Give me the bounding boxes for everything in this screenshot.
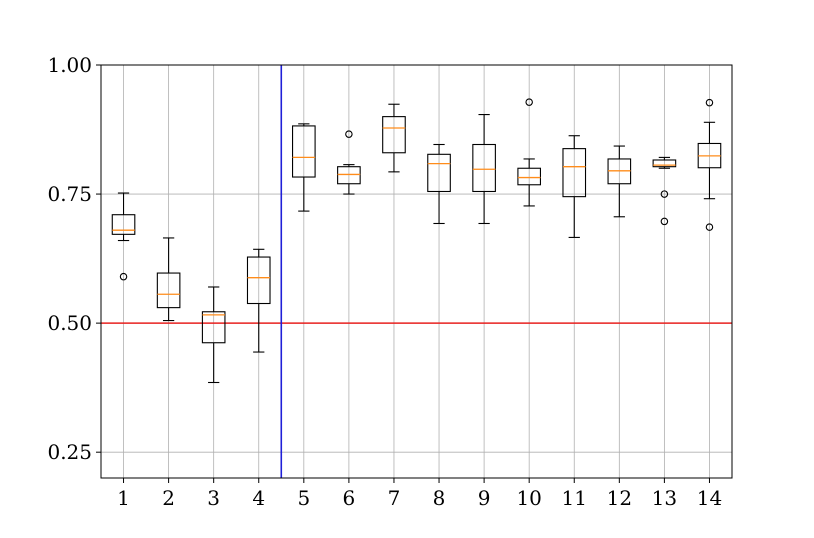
tick-labels-layer: 0.250.500.751.001 2 3 4 5 6 7 8 9 10 11 12 13 14 [47, 53, 722, 510]
y-tick-label: 0.50 [47, 311, 92, 335]
box-iqr [562, 148, 587, 198]
box-8 [427, 143, 451, 225]
x-tick-label: 3 [207, 486, 220, 510]
boxes-layer [111, 98, 722, 384]
y-tick-label: 1.00 [47, 53, 92, 77]
outlier-point [660, 217, 669, 226]
box-iqr [156, 272, 181, 309]
box-13 [652, 156, 677, 226]
box-iqr [292, 125, 316, 178]
box-iqr [427, 153, 451, 193]
x-tick-label: 7 [388, 486, 401, 510]
x-tick-label: 11 [562, 486, 587, 510]
box-iqr [246, 256, 271, 305]
box-iqr [111, 214, 136, 235]
x-tick-label: 14 [697, 486, 722, 510]
box-3 [201, 286, 226, 384]
outlier-point [119, 272, 128, 281]
outlier-point [705, 223, 714, 231]
box-10 [517, 98, 541, 207]
box-iqr [337, 166, 361, 185]
x-tick-label: 4 [252, 486, 265, 510]
box-11 [562, 135, 587, 238]
box-1 [111, 192, 136, 281]
x-tick-label: 6 [343, 486, 356, 510]
x-tick-label: 9 [478, 486, 491, 510]
y-tick-label: 0.75 [47, 182, 92, 206]
x-tick-label: 2 [162, 486, 175, 510]
box-6 [337, 130, 361, 195]
box-iqr [472, 143, 496, 193]
box-iqr [382, 116, 406, 154]
box-7 [382, 103, 406, 173]
x-tick-label: 12 [607, 486, 632, 510]
outlier-point [345, 130, 353, 138]
x-tick-label: 10 [516, 486, 541, 510]
box-iqr [652, 159, 677, 168]
box-12 [607, 145, 632, 218]
x-tick-label: 8 [433, 486, 446, 510]
x-tick-label: 5 [297, 486, 310, 510]
x-tick-label: 13 [652, 486, 677, 510]
outlier-point [525, 98, 533, 106]
box-4 [246, 248, 271, 353]
y-tick-label: 0.25 [47, 440, 92, 464]
box-iqr [201, 311, 226, 344]
box-14 [697, 98, 722, 231]
box-5 [292, 123, 316, 212]
x-tick-label: 1 [117, 486, 130, 510]
grid-layer [101, 64, 732, 478]
reference-lines [101, 65, 732, 478]
box-9 [472, 114, 496, 225]
outlier-point [705, 98, 714, 107]
outlier-point [660, 190, 669, 198]
axes-layer [96, 64, 733, 483]
box-2 [156, 237, 181, 322]
box-iqr [517, 167, 541, 186]
plot-frame [100, 64, 733, 479]
